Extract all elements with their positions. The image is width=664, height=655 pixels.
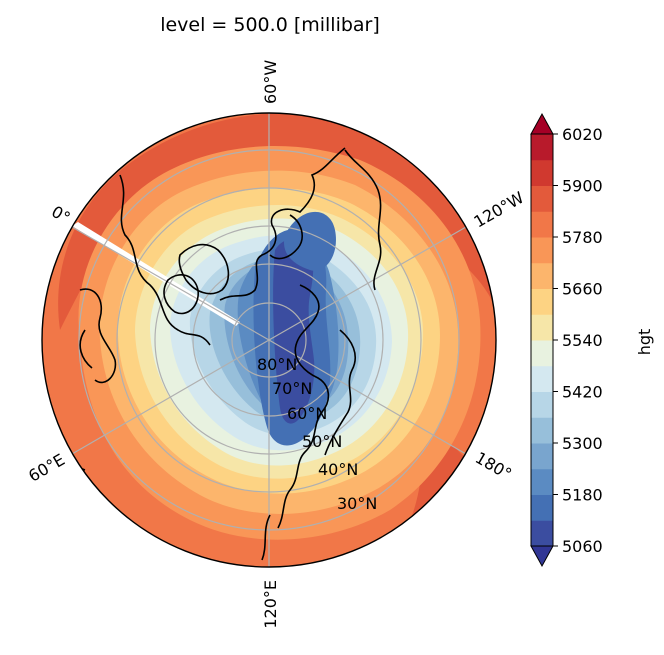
colorbar-tick-label: 5420 bbox=[562, 383, 603, 402]
plot-title: level = 500.0 [millibar] bbox=[160, 14, 380, 36]
colorbar-extend-max bbox=[530, 112, 554, 135]
colorbar-band bbox=[531, 237, 553, 264]
colorbar-bands bbox=[531, 134, 553, 547]
meridian-60e bbox=[71, 339, 270, 455]
colorbar-tick-label: 5540 bbox=[562, 331, 603, 350]
contour-band-blue5 bbox=[273, 239, 315, 424]
coast-north-america bbox=[119, 147, 346, 346]
colorbar-band bbox=[531, 391, 553, 418]
colorbar-band bbox=[531, 159, 553, 186]
coast-hudson bbox=[163, 274, 199, 315]
coast-india bbox=[261, 514, 271, 561]
lat-label-30: 30°N bbox=[337, 494, 377, 513]
coast-europe bbox=[79, 288, 117, 384]
colorbar-tick-label: 5060 bbox=[562, 537, 603, 556]
colorbar-tick-label: 5660 bbox=[562, 280, 603, 299]
colorbar-extend-min bbox=[530, 545, 554, 568]
colorbar-band bbox=[531, 443, 553, 470]
meridian-0 bbox=[71, 226, 270, 341]
colorbar-band bbox=[531, 314, 553, 341]
colorbar-tick-label: 5900 bbox=[562, 177, 603, 196]
colorbar-band bbox=[531, 185, 553, 212]
colorbar-band bbox=[531, 520, 553, 547]
lat-label-50: 50°N bbox=[302, 432, 342, 451]
lat-label-80: 80°N bbox=[257, 355, 297, 374]
colorbar-band bbox=[531, 211, 553, 238]
lat-label-60: 60°N bbox=[287, 404, 327, 423]
colorbar-band bbox=[531, 417, 553, 444]
contour-band-red bbox=[58, 113, 496, 330]
coast-asia-north bbox=[277, 284, 330, 529]
colorbar-band bbox=[531, 494, 553, 521]
lat-label-70: 70°N bbox=[272, 379, 312, 398]
colorbar-tick-label: 5180 bbox=[562, 486, 603, 505]
colorbar-band bbox=[531, 288, 553, 315]
gridlines bbox=[71, 113, 467, 567]
lon-label-60w: 60°W bbox=[261, 60, 280, 104]
map-boundary bbox=[41, 112, 497, 568]
coast-asia-east bbox=[324, 329, 356, 456]
height-field bbox=[42, 113, 496, 567]
lat-label-40: 40°N bbox=[318, 460, 358, 479]
colorbar-tick-label: 5780 bbox=[562, 228, 603, 247]
colorbar-band bbox=[531, 262, 553, 289]
colorbar-ticks: 5060 5180 5300 5420 5540 5660 5780 5900 6020 bbox=[553, 125, 603, 556]
coastlines bbox=[47, 147, 382, 561]
coast-alaska bbox=[344, 149, 382, 291]
lon-label-120e: 120°E bbox=[261, 580, 280, 629]
colorbar-label: hgt bbox=[635, 329, 654, 356]
colorbar-band bbox=[531, 340, 553, 367]
colorbar-band bbox=[531, 365, 553, 392]
colorbar-tick-label: 6020 bbox=[562, 125, 603, 144]
coast-greenland bbox=[178, 243, 230, 295]
colorbar-tick-label: 5300 bbox=[562, 434, 603, 453]
meridian-180 bbox=[268, 339, 467, 455]
colorbar-band bbox=[531, 134, 553, 161]
contour-band-blue-canada bbox=[284, 211, 336, 271]
meridian-120w bbox=[268, 226, 467, 341]
colorbar-band bbox=[531, 468, 553, 495]
